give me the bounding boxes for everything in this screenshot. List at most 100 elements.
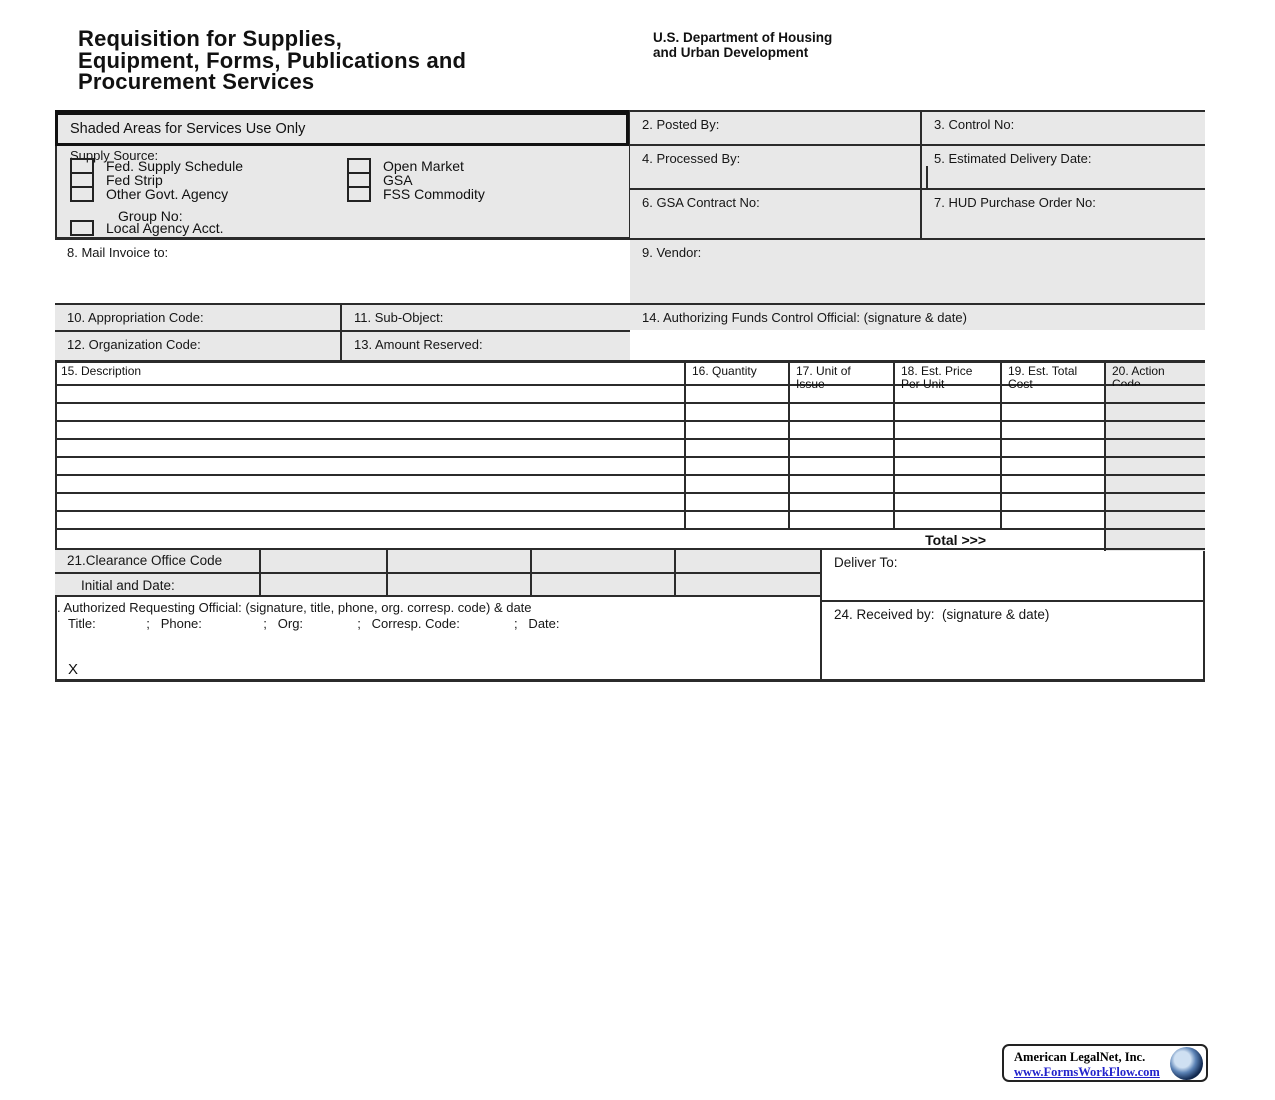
field-label: 8. Mail Invoice to:: [67, 245, 169, 260]
table-cell[interactable]: [788, 440, 893, 456]
field-mail-invoice-to[interactable]: 8. Mail Invoice to:: [55, 240, 630, 305]
table-cell[interactable]: [1104, 440, 1205, 456]
table-cell[interactable]: [1104, 386, 1205, 402]
table-row: [55, 458, 1205, 476]
table-cell[interactable]: [893, 422, 1000, 438]
group-no-label: Group No:: [118, 208, 183, 224]
table-cell[interactable]: [788, 458, 893, 474]
clearance-cell[interactable]: [386, 550, 530, 572]
table-cell[interactable]: [684, 422, 788, 438]
table-cell[interactable]: [1104, 494, 1205, 510]
formsworkflow-link[interactable]: www.FormsWorkFlow.com: [1014, 1065, 1160, 1079]
table-cell[interactable]: [684, 386, 788, 402]
clearance-cell[interactable]: [386, 574, 530, 597]
table-cell[interactable]: [684, 494, 788, 510]
table-cell[interactable]: [684, 404, 788, 420]
option-label: Fed Strip: [106, 172, 163, 188]
table-cell[interactable]: [1000, 476, 1104, 492]
table-cell[interactable]: [1000, 458, 1104, 474]
option-label: Local Agency Acct.: [106, 220, 224, 236]
table-cell[interactable]: [788, 494, 893, 510]
table-cell[interactable]: [1000, 440, 1104, 456]
option-label: Other Govt. Agency: [106, 186, 229, 202]
field-control-no[interactable]: 3. Control No:: [920, 110, 1205, 146]
items-table: 15. Description 16. Quantity 17. Unit of…: [55, 360, 1205, 551]
clearance-section: 21.Clearance Office Code Initial and Dat…: [55, 548, 820, 597]
field-label: 12. Organization Code:: [67, 337, 201, 352]
option-label: Fed. Supply Schedule: [106, 158, 243, 174]
checkbox-other-govt-agency[interactable]: [70, 186, 94, 202]
globe-logo-icon: [1170, 1047, 1203, 1080]
col-header-est-price-per-unit: 18. Est. Price Per Unit: [893, 363, 1000, 390]
field-hud-purchase-order-no[interactable]: 7. HUD Purchase Order No:: [920, 190, 1205, 240]
requesting-official-label: . Authorized Requesting Official: (signa…: [57, 600, 532, 615]
table-row: [55, 440, 1205, 458]
table-cell[interactable]: [1000, 494, 1104, 510]
signature-x-mark[interactable]: X: [68, 661, 79, 678]
table-cell[interactable]: [893, 494, 1000, 510]
table-cell[interactable]: [1104, 458, 1205, 474]
clearance-cell[interactable]: [530, 574, 674, 597]
field-estimated-delivery-date[interactable]: 5. Estimated Delivery Date:: [920, 146, 1205, 190]
field-vendor[interactable]: 9. Vendor:: [630, 240, 1205, 305]
table-cell[interactable]: [1104, 476, 1205, 492]
table-cell[interactable]: [893, 440, 1000, 456]
table-cell[interactable]: [1104, 512, 1205, 528]
table-cell[interactable]: [788, 512, 893, 528]
table-cell[interactable]: [788, 476, 893, 492]
tick-mark: [926, 166, 928, 190]
field-processed-by[interactable]: 4. Processed By:: [630, 146, 920, 190]
checkbox-local-agency-acct[interactable]: [70, 220, 94, 236]
field-label: 7. HUD Purchase Order No:: [934, 195, 1096, 210]
table-cell[interactable]: [893, 404, 1000, 420]
legalnet-badge: American LegalNet, Inc. www.FormsWorkFlo…: [1002, 1044, 1208, 1082]
legalnet-company-name: American LegalNet, Inc.: [1014, 1050, 1146, 1064]
table-cell[interactable]: [1104, 422, 1205, 438]
field-label: 13. Amount Reserved:: [354, 337, 483, 352]
total-action-code-cell[interactable]: [1104, 530, 1205, 551]
table-cell[interactable]: [1104, 404, 1205, 420]
table-cell[interactable]: [1000, 386, 1104, 402]
table-cell[interactable]: [893, 476, 1000, 492]
table-cell[interactable]: [788, 422, 893, 438]
field-posted-by[interactable]: 2. Posted By:: [630, 110, 920, 146]
table-cell[interactable]: [893, 512, 1000, 528]
col-header-unit-of-issue: 17. Unit of Issue: [788, 363, 893, 390]
clearance-cell[interactable]: [259, 550, 386, 572]
checkbox-fss-commodity[interactable]: [347, 186, 371, 202]
table-cell[interactable]: [684, 458, 788, 474]
table-cell[interactable]: [1000, 422, 1104, 438]
requesting-official-section[interactable]: . Authorized Requesting Official: (signa…: [55, 597, 820, 682]
field-appropriation-code[interactable]: 10. Appropriation Code:: [55, 305, 340, 332]
clearance-cell[interactable]: [530, 550, 674, 572]
field-label: 5. Estimated Delivery Date:: [934, 151, 1092, 166]
clearance-cell[interactable]: [259, 574, 386, 597]
deliver-to-section[interactable]: Deliver To:: [820, 548, 1205, 600]
table-row: [55, 422, 1205, 440]
supply-source-section: Supply Source: Fed. Supply Schedule Fed …: [55, 146, 630, 240]
field-organization-code[interactable]: 12. Organization Code:: [55, 332, 340, 360]
table-cell[interactable]: [1000, 512, 1104, 528]
received-by-section[interactable]: 24. Received by: (signature & date): [820, 600, 1205, 682]
department-name: U.S. Department of Housing and Urban Dev…: [653, 30, 833, 60]
field-label: 10. Appropriation Code:: [67, 310, 204, 325]
services-banner: Shaded Areas for Services Use Only: [55, 110, 630, 146]
table-cell[interactable]: [1000, 404, 1104, 420]
field-sub-object[interactable]: 11. Sub-Object:: [340, 305, 630, 332]
table-cell[interactable]: [893, 458, 1000, 474]
table-cell[interactable]: [684, 476, 788, 492]
col-header-action-code: 20. Action Code: [1104, 363, 1205, 390]
field-authorizing-official[interactable]: 14. Authorizing Funds Control Official: …: [630, 305, 1205, 360]
col-header-est-total-cost: 19. Est. Total Cost: [1000, 363, 1104, 390]
table-cell[interactable]: [788, 404, 893, 420]
total-label: Total >>>: [925, 532, 986, 548]
option-label: GSA: [383, 172, 413, 188]
table-cell[interactable]: [893, 386, 1000, 402]
table-cell[interactable]: [684, 440, 788, 456]
field-gsa-contract-no[interactable]: 6. GSA Contract No:: [630, 190, 920, 240]
clearance-cell[interactable]: [674, 574, 820, 597]
table-cell[interactable]: [788, 386, 893, 402]
clearance-cell[interactable]: [674, 550, 820, 572]
table-cell[interactable]: [684, 512, 788, 528]
field-amount-reserved[interactable]: 13. Amount Reserved:: [340, 332, 630, 360]
